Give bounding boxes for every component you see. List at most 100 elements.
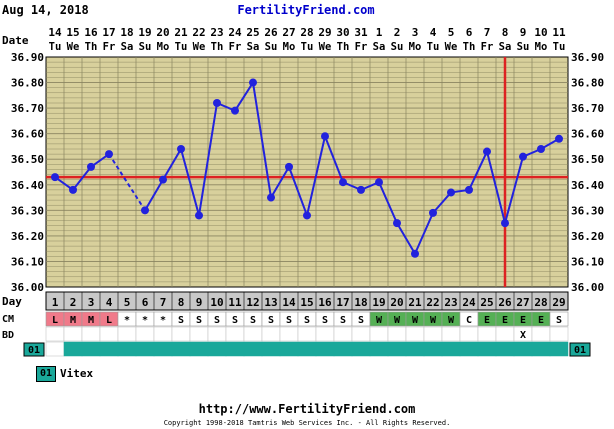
y-tick-label-right: 36.70 — [571, 102, 604, 115]
cm-value: E — [502, 315, 508, 326]
weekday-tick-label: Sa — [373, 41, 386, 53]
date-tick-label: 20 — [156, 26, 169, 39]
cm-value: W — [394, 315, 401, 326]
date-tick-label: 3 — [412, 26, 419, 39]
code-cell — [369, 341, 389, 357]
bd-cell — [477, 326, 497, 342]
date-tick-label: 26 — [264, 26, 278, 39]
cm-value: S — [556, 315, 562, 326]
bd-cell — [441, 326, 461, 342]
temp-line-segment — [414, 212, 434, 255]
bd-cell — [549, 326, 569, 342]
temp-point — [231, 106, 239, 115]
bd-cell — [369, 326, 389, 342]
bd-cell — [99, 326, 119, 342]
cm-value: S — [268, 315, 274, 326]
date-tick-label: 24 — [228, 26, 242, 39]
day-row-label: Day — [2, 295, 22, 308]
temp-point — [51, 173, 59, 182]
code-cell — [495, 341, 515, 357]
temp-point — [159, 175, 167, 184]
temp-line-segment — [324, 135, 344, 183]
temp-point — [285, 162, 293, 171]
code-cell — [225, 341, 245, 357]
weekday-tick-label: We — [319, 41, 332, 53]
cm-value: L — [52, 315, 58, 326]
cm-value: E — [484, 315, 490, 326]
cm-value: S — [250, 315, 256, 326]
cm-cell — [549, 311, 569, 327]
y-tick-label-left: 36.40 — [11, 179, 44, 192]
temp-point — [393, 219, 401, 228]
date-tick-label: 16 — [84, 26, 98, 39]
bd-cell — [135, 326, 155, 342]
legend-label: Vitex — [60, 367, 94, 380]
bd-value: X — [520, 330, 526, 341]
day-tick-label: 10 — [210, 296, 223, 309]
weekday-tick-label: Su — [391, 41, 404, 53]
code-cell — [117, 341, 137, 357]
bd-cell — [531, 326, 551, 342]
day-tick-label: 7 — [160, 296, 167, 309]
cm-value: * — [160, 315, 166, 326]
code-cell — [99, 341, 119, 357]
bd-cell — [63, 326, 83, 342]
temp-point — [555, 134, 563, 143]
code-cell — [45, 341, 65, 357]
y-tick-label-right: 36.30 — [571, 204, 604, 217]
y-tick-label-right: 36.50 — [571, 153, 604, 166]
cm-value: * — [142, 315, 148, 326]
temp-line-segment — [288, 166, 308, 216]
weekday-tick-label: Mo — [535, 41, 548, 53]
weekday-tick-label: Su — [517, 41, 530, 53]
temp-line-segment — [234, 82, 254, 112]
day-tick-label: 26 — [498, 296, 512, 309]
cm-value: * — [124, 315, 130, 326]
bd-cell — [243, 326, 263, 342]
bd-cell — [207, 326, 227, 342]
bd-cell — [45, 326, 65, 342]
day-tick-label: 8 — [178, 296, 185, 309]
date-tick-label: 5 — [448, 26, 455, 39]
weekday-tick-label: Mo — [157, 41, 170, 53]
bd-cell — [423, 326, 443, 342]
weekday-tick-label: Th — [211, 41, 224, 53]
weekday-tick-label: Tu — [175, 41, 188, 53]
cm-value: W — [412, 315, 419, 326]
code-label-right: 01 — [574, 345, 586, 356]
code-cell — [405, 341, 425, 357]
date-tick-label: 28 — [300, 26, 313, 39]
temp-point — [465, 185, 473, 194]
weekday-tick-label: Sa — [247, 41, 260, 53]
temp-point — [141, 206, 149, 215]
cm-value: S — [232, 315, 238, 326]
y-tick-label-right: 36.60 — [571, 128, 604, 141]
code-cell — [261, 341, 281, 357]
cm-value: E — [538, 315, 544, 326]
cm-value: E — [520, 315, 526, 326]
day-tick-label: 23 — [444, 296, 457, 309]
y-tick-label-left: 36.30 — [11, 204, 44, 217]
date-tick-label: 19 — [138, 26, 151, 39]
day-tick-label: 19 — [372, 296, 385, 309]
bd-cell — [279, 326, 299, 342]
bd-cell — [405, 326, 425, 342]
date-tick-label: 30 — [336, 26, 349, 39]
footer-url-link[interactable]: http://www.FertilityFriend.com — [198, 402, 416, 416]
day-tick-label: 9 — [196, 296, 203, 309]
y-tick-label-left: 36.50 — [11, 153, 44, 166]
code-cell — [459, 341, 479, 357]
temp-line-segment — [198, 102, 218, 216]
temp-point — [357, 185, 365, 194]
day-tick-label: 24 — [462, 296, 476, 309]
date-tick-label: 1 — [376, 26, 383, 39]
site-link[interactable]: FertilityFriend.com — [237, 3, 374, 17]
weekday-tick-label: Fr — [229, 41, 242, 53]
cm-row-label: CM — [2, 314, 14, 325]
temp-point — [411, 249, 419, 258]
y-tick-label-right: 36.10 — [571, 255, 604, 268]
bd-cell — [117, 326, 137, 342]
bd-cell — [351, 326, 371, 342]
temp-point — [429, 208, 437, 217]
